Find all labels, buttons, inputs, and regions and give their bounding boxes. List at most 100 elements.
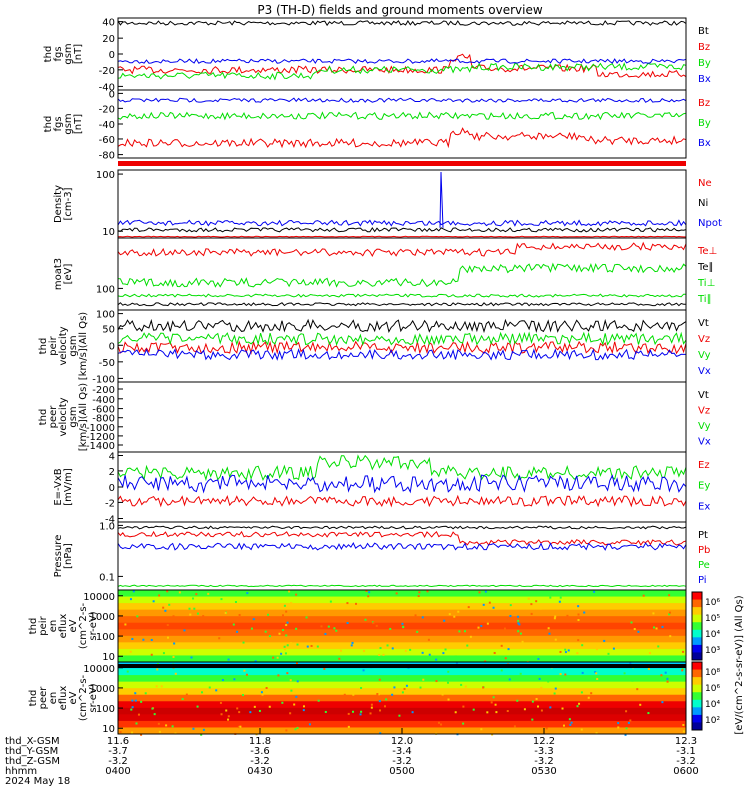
spectrogram-pixel bbox=[578, 702, 581, 705]
spectrogram-pixel bbox=[537, 657, 540, 660]
spectrogram-pixel bbox=[173, 642, 176, 645]
series-Vx bbox=[117, 348, 686, 361]
spectrogram-pixel bbox=[547, 680, 550, 683]
spectrogram-band bbox=[118, 616, 686, 624]
spectrogram-pixel bbox=[553, 617, 556, 620]
spectrogram-pixel bbox=[486, 622, 489, 625]
spectrogram-pixel bbox=[477, 626, 480, 629]
xaxis-y-gsm: -3.7 bbox=[108, 746, 128, 757]
ytick-label: 20 bbox=[102, 34, 115, 45]
spectrogram-pixel bbox=[531, 700, 534, 703]
spectrogram-pixel bbox=[296, 643, 299, 646]
legend-entry: Bz bbox=[698, 42, 710, 53]
series-Ey bbox=[117, 454, 687, 482]
spectrogram-pixel bbox=[630, 621, 633, 624]
spectrogram-pixel bbox=[351, 641, 354, 644]
spectrogram-pixel bbox=[171, 725, 174, 728]
spectrogram-pixel bbox=[260, 691, 263, 694]
ytick-label: 0 bbox=[109, 50, 115, 61]
spectrogram-pixel bbox=[140, 733, 143, 736]
panel-ylabel: [mV/m] bbox=[63, 468, 74, 506]
spectrogram-pixel bbox=[131, 706, 134, 709]
spectrogram-pixel bbox=[290, 642, 293, 645]
spectrogram-pixel bbox=[220, 598, 223, 601]
panel-ylabel: thd bbox=[43, 46, 54, 63]
colorbar-tick: 10⁸ bbox=[705, 668, 720, 678]
spectrogram-pixel bbox=[310, 644, 313, 647]
spectrogram-pixel bbox=[538, 677, 541, 680]
spectrogram-pixel bbox=[290, 602, 293, 605]
spectrogram-pixel bbox=[172, 655, 175, 658]
spectrogram-pixel bbox=[242, 641, 245, 644]
xaxis-y-gsm: -3.4 bbox=[392, 746, 412, 757]
spectrogram-pixel bbox=[346, 621, 349, 624]
spectrogram-pixel bbox=[564, 651, 567, 654]
spectrogram-pixel bbox=[368, 591, 371, 594]
panel-ylabel: eV bbox=[68, 691, 79, 704]
spectrogram-pixel bbox=[517, 622, 520, 625]
colorbar-segment bbox=[692, 644, 702, 653]
xaxis-x-gsm: 11.8 bbox=[249, 736, 271, 747]
spectrogram-pixel bbox=[239, 725, 242, 728]
xaxis-y-gsm: -3.1 bbox=[676, 746, 696, 757]
colorbar-segment bbox=[692, 592, 702, 601]
spectrogram-pixel bbox=[324, 710, 327, 713]
spectrogram-pixel bbox=[648, 652, 651, 655]
spectrogram-pixel bbox=[576, 652, 579, 655]
xaxis-z-gsm: -3.2 bbox=[534, 756, 554, 767]
panel-peir_velocity: thd peir velocity gsm [km/s](All Qs) 100 50 0 -5… bbox=[38, 309, 711, 385]
spectrogram-pixel bbox=[419, 686, 422, 689]
xaxis-row-label: thd_Z-GSM bbox=[5, 756, 60, 767]
panel-ylabel: (cm^2-s- bbox=[78, 602, 89, 649]
spectrogram-pixel bbox=[285, 624, 288, 627]
spectrogram-pixel bbox=[540, 709, 543, 712]
spectrogram-pixel bbox=[200, 733, 203, 736]
spectrogram-pixel bbox=[607, 652, 610, 655]
spectrogram-pixel bbox=[249, 711, 252, 714]
panel-density: Density [cm-3] 100 10 Ne Ni Npot bbox=[53, 169, 722, 239]
series-Ti∥ bbox=[117, 293, 687, 298]
spectrogram-pixel bbox=[523, 708, 526, 711]
spectrogram-pixel bbox=[367, 595, 370, 598]
ytick-label: 4 bbox=[109, 452, 115, 463]
legend-entry: Pb bbox=[698, 545, 710, 556]
series-By bbox=[117, 111, 687, 121]
spectrogram-pixel bbox=[289, 679, 292, 682]
spectrogram-pixel bbox=[492, 696, 495, 699]
spectrogram-pixel bbox=[391, 693, 394, 696]
spectrogram-pixel bbox=[398, 714, 401, 717]
spectrogram-pixel bbox=[531, 718, 534, 721]
colorbar-frame bbox=[691, 591, 703, 661]
spectrogram-pixel bbox=[320, 625, 323, 628]
spectrogram-pixel bbox=[379, 732, 382, 735]
panel-temperature: moat3 [eV] 100 Te⊥ Te∥ Ti⊥ Ti∥ bbox=[53, 237, 717, 311]
spectrogram-pixel bbox=[466, 644, 469, 647]
xaxis-row-label: thd_Y-GSM bbox=[5, 746, 58, 757]
spectrogram-pixel bbox=[355, 602, 358, 605]
spectrogram-pixel bbox=[478, 591, 481, 594]
colorbar-segment bbox=[692, 607, 702, 616]
spectrogram-pixel bbox=[603, 639, 606, 642]
spectrogram-pixel bbox=[386, 644, 389, 647]
spectrogram-pixel bbox=[637, 630, 640, 633]
colorbar-tick: 10⁴ bbox=[705, 630, 720, 640]
spectrogram-band bbox=[118, 603, 686, 611]
spectrogram-pixel bbox=[267, 613, 270, 616]
spectrogram-pixel bbox=[657, 645, 660, 648]
spectrogram-pixel bbox=[165, 724, 168, 727]
spectrogram-pixel bbox=[554, 638, 557, 641]
panel-fgs_gsm_2: thd fgs gsm [nT] 0 -20 -40 -60 -80 Bz By Bx bbox=[43, 89, 711, 161]
ytick-label: 0 bbox=[109, 341, 115, 352]
spectrogram-pixel bbox=[623, 672, 626, 675]
spectrogram-pixel bbox=[140, 700, 143, 703]
spectrogram-pixel bbox=[428, 653, 431, 656]
spectrogram-pixel bbox=[232, 623, 235, 626]
plot-title: P3 (TH-D) fields and ground moments over… bbox=[257, 3, 542, 17]
colorbar-tick: 10⁶ bbox=[705, 598, 720, 608]
spectrogram-pixel bbox=[333, 627, 336, 630]
ytick-label: 10 bbox=[102, 652, 115, 663]
spectrogram-pixel bbox=[682, 730, 685, 733]
spectrogram-pixel bbox=[581, 644, 584, 647]
series-Npot bbox=[117, 219, 687, 227]
ytick-label: -2 bbox=[105, 498, 115, 509]
